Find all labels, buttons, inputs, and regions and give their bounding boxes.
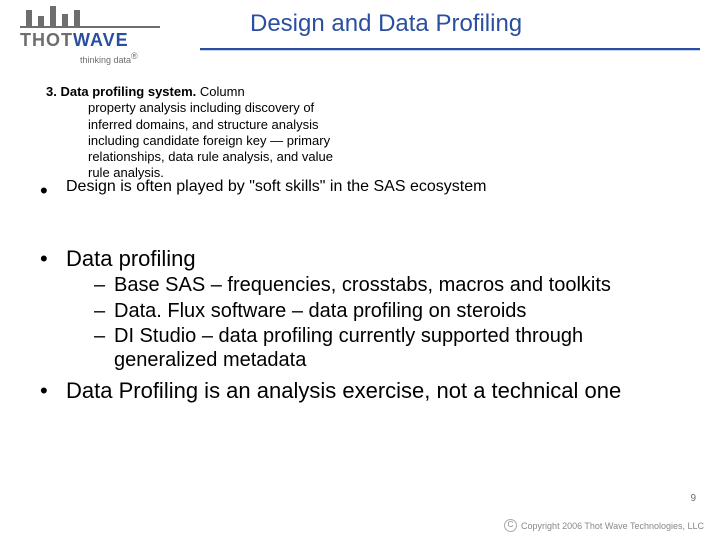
title-underline: [200, 48, 700, 51]
slide-number: 9: [690, 493, 696, 504]
sub-bullet-2: Data. Flux software – data profiling on …: [94, 300, 680, 324]
bullet-3: Data Profiling is an analysis exercise, …: [40, 378, 680, 404]
overlay-lead-cont: Column: [200, 84, 245, 99]
logo-tagline-text: thinking data: [80, 55, 131, 65]
copyright-text: Copyright 2006 Thot Wave Technologies, L…: [521, 521, 704, 531]
bullet-2-text: Data profiling: [66, 246, 196, 271]
logo-text-accent: WAVE: [73, 30, 129, 50]
overlay-paragraph: 3. Data profiling system. Column propert…: [46, 84, 346, 182]
copyright-icon: C: [504, 519, 517, 532]
slide-body: Data profiling Base SAS – frequencies, c…: [40, 246, 680, 410]
footer-copyright: C Copyright 2006 Thot Wave Technologies,…: [504, 519, 704, 532]
slide: THOTWAVE thinking data® Design and Data …: [0, 0, 720, 540]
sub-bullet-list: Base SAS – frequencies, crosstabs, macro…: [66, 274, 680, 372]
bullet-3-text: Data Profiling is an analysis exercise, …: [66, 378, 621, 403]
registered-icon: ®: [131, 51, 138, 61]
logo-text: THOTWAVE: [20, 30, 180, 51]
bullet-1-text: Design is often played by "soft skills" …: [66, 178, 486, 195]
sub-bullet-1: Base SAS – frequencies, crosstabs, macro…: [94, 274, 680, 298]
bullet-2: Data profiling Base SAS – frequencies, c…: [40, 246, 680, 372]
logo-bars-icon: [26, 4, 180, 26]
overlay-lead: 3. Data profiling system.: [46, 84, 196, 99]
bullet-1: Design is often played by "soft skills" …: [40, 178, 706, 196]
brand-logo: THOTWAVE thinking data®: [20, 4, 180, 68]
logo-tagline: thinking data®: [80, 51, 180, 65]
logo-divider: [20, 26, 160, 28]
sub-bullet-3: DI Studio – data profiling currently sup…: [94, 325, 680, 372]
slide-title: Design and Data Profiling: [250, 10, 690, 38]
overlay-body: property analysis including discovery of…: [46, 100, 346, 181]
logo-text-part1: THOT: [20, 30, 73, 50]
bullet-list-cont: Data profiling Base SAS – frequencies, c…: [40, 246, 680, 404]
